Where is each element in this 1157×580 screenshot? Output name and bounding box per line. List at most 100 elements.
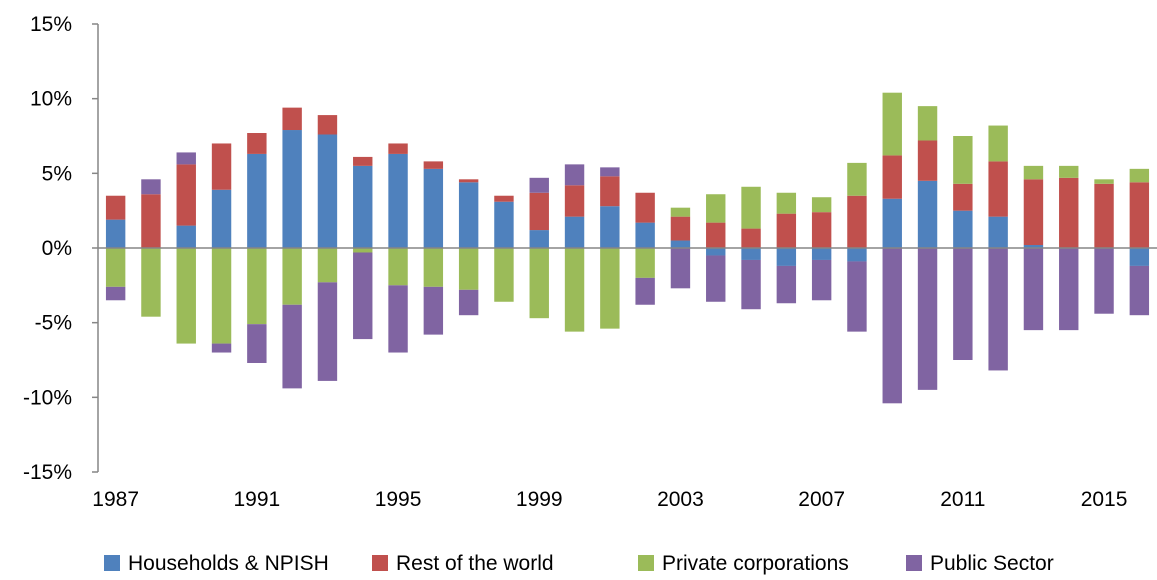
bar-2005-series-1 bbox=[741, 228, 761, 248]
bar-1996-series-1 bbox=[423, 161, 444, 169]
bar-2003-series-2 bbox=[670, 207, 691, 217]
bar-1998-series-1 bbox=[494, 195, 514, 202]
bar-1990-series-0 bbox=[211, 189, 232, 248]
bar-1988-series-2 bbox=[141, 248, 161, 317]
bar-2006-series-1 bbox=[776, 213, 797, 248]
y-tick-label: -10% bbox=[23, 386, 72, 409]
bar-2005-series-2 bbox=[741, 186, 761, 229]
y-tick-label: 10% bbox=[30, 88, 72, 111]
bar-2006-series-2 bbox=[776, 192, 797, 214]
y-tick-label: -15% bbox=[23, 461, 72, 484]
bar-1988-series-3 bbox=[141, 179, 161, 195]
bar-1999-series-1 bbox=[529, 192, 549, 231]
bar-1991-series-3 bbox=[247, 324, 267, 363]
y-tick-label: -5% bbox=[35, 312, 72, 335]
bar-1994-series-0 bbox=[353, 165, 373, 248]
bar-2008-series-1 bbox=[847, 195, 867, 248]
x-tick-label: 2015 bbox=[1081, 488, 1128, 511]
bar-2013-series-3 bbox=[1023, 248, 1044, 331]
legend-label: Public Sector bbox=[930, 552, 1054, 575]
bars-group bbox=[105, 92, 1150, 404]
y-tick-label: 15% bbox=[30, 13, 72, 36]
bar-2012-series-3 bbox=[988, 248, 1008, 371]
bar-1992-series-2 bbox=[282, 248, 302, 305]
x-tick-label: 2011 bbox=[940, 488, 985, 511]
bar-1996-series-3 bbox=[423, 286, 444, 335]
bar-2002-series-2 bbox=[635, 248, 655, 278]
bar-2008-series-3 bbox=[847, 261, 867, 332]
bar-2010-series-3 bbox=[917, 248, 938, 390]
bar-2015-series-1 bbox=[1094, 183, 1114, 248]
bar-2009-series-2 bbox=[882, 92, 902, 156]
bar-2009-series-0 bbox=[882, 198, 902, 248]
bar-2014-series-3 bbox=[1059, 248, 1079, 331]
bar-1991-series-2 bbox=[247, 248, 267, 325]
bar-1997-series-1 bbox=[458, 179, 479, 183]
bar-2002-series-1 bbox=[635, 192, 655, 223]
bar-1998-series-2 bbox=[494, 248, 514, 302]
bar-1992-series-3 bbox=[282, 304, 302, 389]
bar-1993-series-3 bbox=[317, 282, 338, 381]
bar-1992-series-0 bbox=[282, 130, 302, 248]
bar-1994-series-2 bbox=[353, 248, 373, 253]
bar-2008-series-2 bbox=[847, 162, 867, 196]
bar-2004-series-2 bbox=[706, 194, 726, 223]
bar-2001-series-1 bbox=[600, 176, 620, 207]
bar-2002-series-3 bbox=[635, 277, 655, 305]
bar-2008-series-0 bbox=[847, 248, 867, 262]
bar-2003-series-1 bbox=[670, 216, 691, 241]
bar-2015-series-3 bbox=[1094, 248, 1114, 314]
x-tick-label: 1995 bbox=[375, 488, 422, 511]
bar-2006-series-0 bbox=[776, 248, 797, 266]
bar-2009-series-1 bbox=[882, 155, 902, 199]
legend-label: Rest of the world bbox=[396, 552, 554, 575]
y-tick-marks bbox=[92, 23, 98, 473]
y-tick-labels: 15% 10% 5% 0% -5% -10% -15% bbox=[23, 13, 72, 484]
bar-2007-series-0 bbox=[811, 248, 832, 260]
bar-1996-series-2 bbox=[423, 248, 444, 287]
bar-2016-series-2 bbox=[1129, 168, 1150, 183]
bar-2011-series-3 bbox=[953, 248, 973, 360]
bar-2005-series-3 bbox=[741, 259, 761, 310]
bar-2016-series-1 bbox=[1129, 182, 1150, 248]
bar-2004-series-0 bbox=[706, 248, 726, 256]
bar-1990-series-1 bbox=[211, 143, 232, 190]
bar-2001-series-3 bbox=[600, 167, 620, 177]
bar-2002-series-0 bbox=[635, 222, 655, 248]
bar-2000-series-2 bbox=[564, 248, 585, 332]
bar-2011-series-0 bbox=[953, 210, 973, 248]
bar-1992-series-1 bbox=[282, 107, 302, 131]
bar-2009-series-3 bbox=[882, 248, 902, 404]
bar-2015-series-2 bbox=[1094, 179, 1114, 184]
bar-2012-series-2 bbox=[988, 125, 1008, 162]
bar-2007-series-1 bbox=[811, 212, 832, 248]
y-tick-label: 0% bbox=[42, 237, 72, 260]
bar-2013-series-0 bbox=[1023, 245, 1044, 248]
bar-1989-series-0 bbox=[176, 225, 196, 248]
bar-2014-series-2 bbox=[1059, 165, 1079, 178]
bar-2003-series-0 bbox=[670, 240, 691, 248]
bar-2000-series-0 bbox=[564, 216, 585, 248]
bar-2007-series-3 bbox=[811, 259, 832, 301]
legend-swatch bbox=[104, 555, 120, 571]
bar-1989-series-3 bbox=[176, 152, 196, 165]
bar-1989-series-1 bbox=[176, 164, 196, 226]
bar-1988-series-1 bbox=[141, 194, 161, 248]
x-tick-label: 2003 bbox=[657, 488, 704, 511]
bar-2000-series-3 bbox=[564, 164, 585, 186]
bar-2001-series-0 bbox=[600, 206, 620, 248]
bar-1991-series-0 bbox=[247, 153, 267, 248]
bar-2006-series-3 bbox=[776, 265, 797, 304]
x-tick-label: 1999 bbox=[516, 488, 563, 511]
bar-1990-series-2 bbox=[211, 248, 232, 344]
bar-1995-series-2 bbox=[388, 248, 408, 286]
y-tick-label: 5% bbox=[42, 162, 72, 185]
bar-2016-series-0 bbox=[1129, 248, 1150, 266]
bar-1999-series-3 bbox=[529, 177, 549, 193]
bar-2011-series-2 bbox=[953, 136, 973, 184]
bar-1993-series-1 bbox=[317, 115, 338, 135]
legend-swatch bbox=[906, 555, 922, 571]
bar-1989-series-2 bbox=[176, 248, 196, 344]
bar-2011-series-1 bbox=[953, 183, 973, 211]
